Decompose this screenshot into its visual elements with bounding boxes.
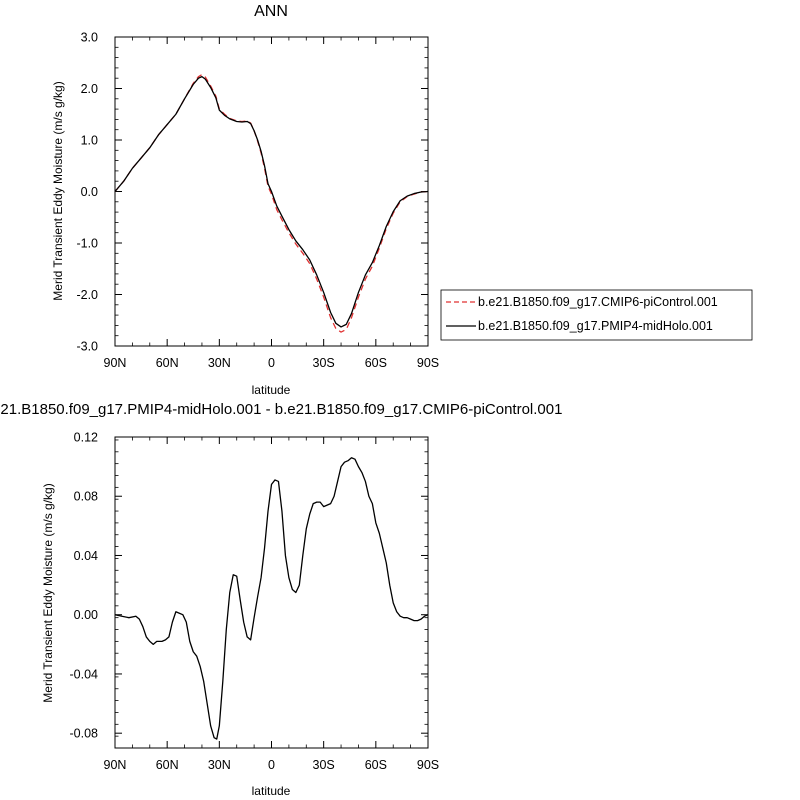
- bottom-chart-xtick-label: 60N: [156, 758, 179, 772]
- bottom-chart-xtick-label: 30N: [208, 758, 231, 772]
- top-chart-title: ANN: [254, 3, 288, 20]
- top-chart-xtick-label: 60N: [156, 356, 179, 370]
- top-chart-ytick-label: -3.0: [76, 340, 98, 354]
- top-chart-ylabel: Merid Transient Eddy Moisture (m/s g/kg): [51, 81, 65, 300]
- bottom-chart-xtick-label: 0: [268, 758, 275, 772]
- bottom-chart: b.e21.B1850.f09_g17.PMIP4-midHolo.001 - …: [0, 401, 562, 798]
- top-chart-xtick-label: 90S: [417, 356, 439, 370]
- bottom-chart-ytick-label: -0.04: [70, 667, 99, 681]
- bottom-chart-ylabel: Merid Transient Eddy Moisture (m/s g/kg): [41, 483, 55, 702]
- bottom-chart-series-0: [114, 457, 429, 740]
- bottom-chart-ytick-label: 0.04: [74, 549, 98, 563]
- top-chart-ytick-label: -1.0: [76, 237, 98, 251]
- top-chart-xtick-label: 60S: [365, 356, 387, 370]
- legend-label-piControl: b.e21.B1850.f09_g17.CMIP6-piControl.001: [478, 295, 718, 309]
- bottom-chart-ytick-label: 0.00: [74, 608, 98, 622]
- bottom-chart-ytick-label: -0.08: [70, 727, 99, 741]
- bottom-chart-ytick-label: 0.08: [74, 490, 98, 504]
- top-chart-xtick-label: 30N: [208, 356, 231, 370]
- top-chart-ytick-label: 3.0: [81, 31, 98, 45]
- top-chart: ANN Merid Transient Eddy Moisture (m/s g…: [51, 3, 439, 397]
- top-chart-ytick-label: -2.0: [76, 288, 98, 302]
- top-chart-ytick-label: 0.0: [81, 185, 98, 199]
- legend-label-midHolo: b.e21.B1850.f09_g17.PMIP4-midHolo.001: [478, 319, 713, 333]
- top-chart-series-0: [114, 73, 429, 333]
- legend: b.e21.B1850.f09_g17.CMIP6-piControl.001 …: [440, 289, 753, 341]
- top-chart-series: [114, 73, 429, 333]
- bottom-chart-series: [114, 457, 429, 740]
- top-chart-frame: [114, 36, 429, 347]
- legend-box: [440, 289, 753, 341]
- bottom-chart-ytick-label: 0.12: [74, 431, 98, 445]
- top-chart-series-1: [114, 76, 429, 328]
- bottom-chart-ticks: 90N 60N 30N 0 30S 60S 90S -0.08 -0.04 0.00 0.04 0.0…: [70, 431, 440, 773]
- bottom-chart-xtick-label: 90S: [417, 758, 439, 772]
- bottom-chart-xtick-label: 30S: [313, 758, 335, 772]
- top-chart-xtick-label: 0: [268, 356, 275, 370]
- bottom-chart-title: b.e21.B1850.f09_g17.PMIP4-midHolo.001 - …: [0, 401, 562, 418]
- bottom-chart-frame: [114, 436, 429, 749]
- top-chart-ticks: 90N 60N 30N 0 30S 60S 90S -3.0 -2.0 -1.0 0.0 1.0 2.0…: [76, 31, 439, 371]
- top-chart-xtick-label: 30S: [313, 356, 335, 370]
- bottom-chart-xtick-label: 90N: [104, 758, 127, 772]
- top-chart-xtick-label: 90N: [104, 356, 127, 370]
- top-chart-ytick-label: 1.0: [81, 134, 98, 148]
- bottom-chart-xlabel: latitude: [252, 784, 291, 798]
- top-chart-xlabel: latitude: [252, 383, 291, 397]
- bottom-chart-xtick-label: 60S: [365, 758, 387, 772]
- top-chart-ytick-label: 2.0: [81, 82, 98, 96]
